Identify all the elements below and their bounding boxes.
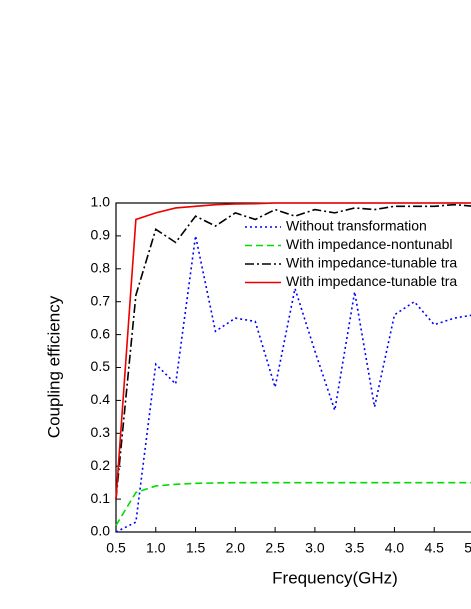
x-tick-label: 2.0 — [226, 540, 246, 556]
y-tick-label: 0.3 — [91, 424, 111, 440]
x-tick-label: 4.5 — [424, 540, 444, 556]
y-tick-label: 0.2 — [91, 457, 111, 473]
x-tick-label: 5.0 — [464, 540, 471, 556]
y-tick-label: 0.0 — [91, 523, 111, 539]
x-tick-label: 2.5 — [265, 540, 285, 556]
y-axis-title: Coupling efficiency — [44, 295, 63, 438]
x-axis-title: Frequency(GHz) — [272, 568, 398, 587]
legend-label: Without transformation — [286, 218, 427, 234]
series-line — [115, 481, 471, 526]
y-tick-label: 0.8 — [91, 260, 111, 276]
x-tick-label: 1.5 — [186, 540, 206, 556]
y-tick-label: 0.7 — [91, 292, 111, 308]
series-line — [115, 202, 471, 500]
legend-label: With impedance-tunable tra — [286, 255, 457, 271]
y-tick-label: 0.9 — [91, 227, 111, 243]
x-tick-label: 0.5 — [106, 540, 126, 556]
y-tick-label: 0.1 — [91, 490, 111, 506]
y-tick-label: 0.5 — [91, 358, 111, 374]
y-tick-label: 0.4 — [91, 391, 111, 407]
x-tick-label: 1.0 — [146, 540, 166, 556]
y-tick-label: 1.0 — [91, 194, 111, 210]
x-tick-label: 4.0 — [385, 540, 405, 556]
x-tick-label: 3.5 — [345, 540, 365, 556]
x-tick-label: 3.0 — [305, 540, 325, 556]
y-tick-label: 0.6 — [91, 325, 111, 341]
series-line — [115, 203, 471, 500]
legend-label: With impedance-nontunabl — [286, 236, 453, 252]
legend-label: With impedance-tunable tra — [286, 273, 457, 289]
